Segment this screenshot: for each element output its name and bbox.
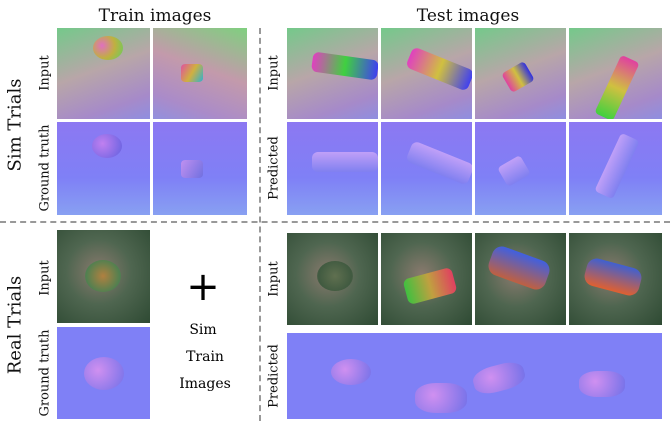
row-label: Input: [267, 261, 282, 296]
image: [287, 28, 378, 119]
figure: Train images Test images Sim Trials Inpu…: [0, 0, 670, 421]
image: [57, 230, 150, 323]
image: [569, 233, 662, 325]
note-text: Train: [186, 349, 224, 365]
image: [381, 233, 472, 325]
header: Test images: [417, 6, 519, 26]
row-label: Input: [267, 55, 282, 90]
image: [57, 122, 150, 215]
image: [153, 122, 247, 215]
row-label: Ground truth: [38, 124, 53, 211]
note-text: Sim: [189, 322, 216, 338]
image: [57, 327, 150, 419]
image: [287, 233, 378, 325]
image: [569, 28, 662, 119]
divider: [0, 221, 670, 223]
image: [287, 333, 662, 419]
image: [381, 122, 472, 215]
plus-symbol: +: [186, 264, 220, 310]
image: [569, 122, 662, 215]
row-label: Predicted: [267, 136, 282, 200]
image: [153, 28, 247, 119]
image: [287, 122, 378, 215]
image: [381, 28, 472, 119]
row-label: Input: [38, 260, 53, 295]
divider: [259, 28, 261, 421]
image: [475, 122, 566, 215]
image: [475, 28, 566, 119]
section-title: Sim Trials: [5, 79, 26, 172]
row-label: Predicted: [267, 344, 282, 408]
row-label: Ground truth: [38, 329, 53, 416]
row-label: Input: [38, 55, 53, 90]
section-title: Real Trials: [5, 276, 26, 375]
header: Train images: [99, 6, 212, 26]
image: [57, 28, 150, 119]
image: [475, 233, 566, 325]
note-text: Images: [179, 376, 231, 392]
